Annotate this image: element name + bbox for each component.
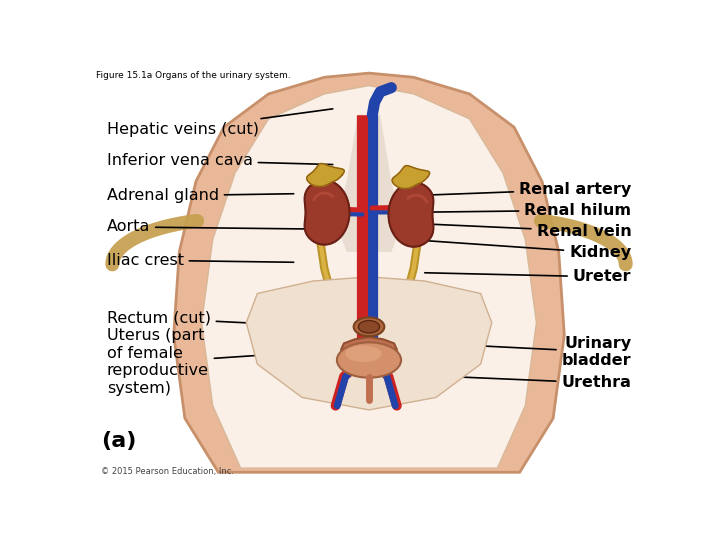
Ellipse shape [359,321,379,333]
Text: Rectum (cut): Rectum (cut) [107,311,322,327]
Polygon shape [392,166,430,188]
Text: Renal hilum: Renal hilum [405,203,631,218]
Text: Hepatic veins (cut): Hepatic veins (cut) [107,109,333,137]
Text: (a): (a) [101,431,137,451]
Polygon shape [305,180,349,245]
Text: Inferior vena cava: Inferior vena cava [107,153,333,168]
Ellipse shape [346,346,382,362]
Polygon shape [336,114,402,252]
Text: Adrenal gland: Adrenal gland [107,188,294,203]
Text: Iliac crest: Iliac crest [107,253,294,268]
Polygon shape [307,164,344,186]
Text: © 2015 Pearson Education, Inc.: © 2015 Pearson Education, Inc. [101,468,234,476]
Polygon shape [246,277,492,410]
Polygon shape [202,85,536,468]
Ellipse shape [337,342,401,377]
Ellipse shape [354,318,384,336]
Polygon shape [174,73,564,472]
Text: Uterus (part
of female
reproductive
system): Uterus (part of female reproductive syst… [107,328,310,396]
Text: Urethra: Urethra [405,375,631,390]
Text: Renal artery: Renal artery [411,182,631,197]
Text: Urinary
bladder: Urinary bladder [433,335,631,368]
Text: Figure 15.1a Organs of the urinary system.: Figure 15.1a Organs of the urinary syste… [96,71,290,80]
Text: Aorta: Aorta [107,219,310,234]
Text: Kidney: Kidney [411,240,631,260]
Polygon shape [389,183,433,247]
Text: Ureter: Ureter [425,269,631,285]
Polygon shape [341,337,397,362]
Text: Renal vein: Renal vein [402,223,631,239]
